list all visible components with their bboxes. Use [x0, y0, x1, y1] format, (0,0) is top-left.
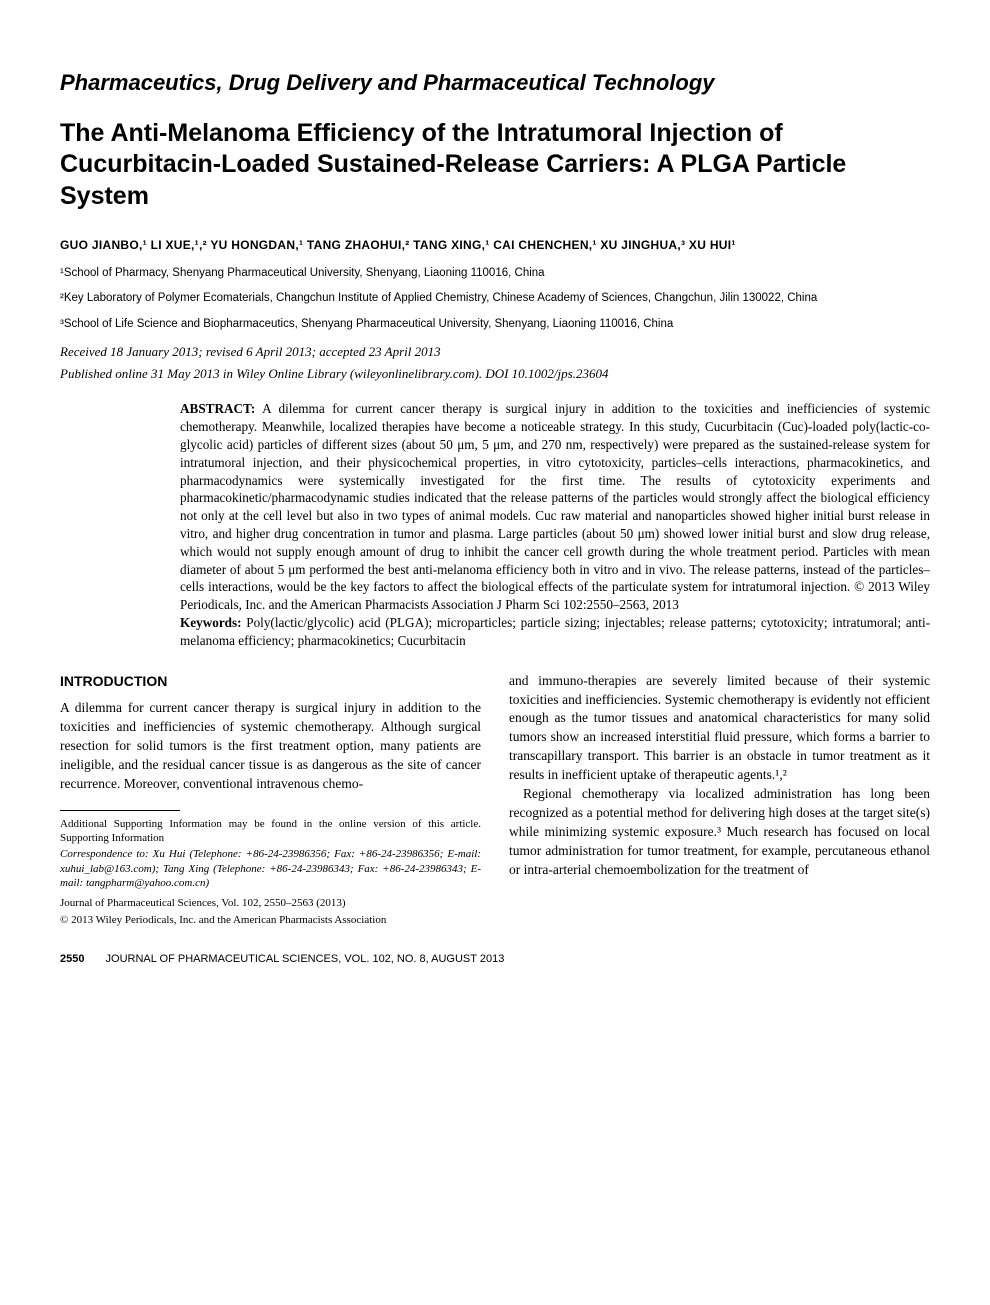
- right-column: and immuno-therapies are severely limite…: [509, 672, 930, 929]
- affiliation-3: ³School of Life Science and Biopharmaceu…: [60, 317, 930, 333]
- section-header: Pharmaceutics, Drug Delivery and Pharmac…: [60, 70, 930, 96]
- footnote-correspondence: Correspondence to: Xu Hui (Telephone: +8…: [60, 847, 481, 890]
- page-footer: 2550 JOURNAL OF PHARMACEUTICAL SCIENCES,…: [60, 953, 930, 965]
- introduction-heading: INTRODUCTION: [60, 672, 481, 692]
- publication-info: Published online 31 May 2013 in Wiley On…: [60, 366, 930, 382]
- affiliation-2: ²Key Laboratory of Polymer Ecomaterials,…: [60, 291, 930, 307]
- intro-right-p2: Regional chemotherapy via localized admi…: [509, 785, 930, 879]
- affiliation-1: ¹School of Pharmacy, Shenyang Pharmaceut…: [60, 266, 930, 282]
- keywords-label: Keywords:: [180, 615, 242, 630]
- footnotes: Additional Supporting Information may be…: [60, 817, 481, 927]
- footnote-separator: [60, 810, 180, 811]
- abstract-block: ABSTRACT: A dilemma for current cancer t…: [180, 400, 930, 649]
- authors-line: GUO JIANBO,¹ LI XUE,¹,² YU HONGDAN,¹ TAN…: [60, 238, 930, 252]
- received-revised-accepted: Received 18 January 2013; revised 6 Apri…: [60, 344, 930, 360]
- footnote-supporting: Additional Supporting Information may be…: [60, 817, 481, 846]
- two-column-body: INTRODUCTION A dilemma for current cance…: [60, 672, 930, 929]
- footnote-journal: Journal of Pharmaceutical Sciences, Vol.…: [60, 896, 481, 910]
- intro-right-p1: and immuno-therapies are severely limite…: [509, 672, 930, 785]
- left-column: INTRODUCTION A dilemma for current cance…: [60, 672, 481, 929]
- footnote-copyright: © 2013 Wiley Periodicals, Inc. and the A…: [60, 913, 481, 927]
- abstract-text: A dilemma for current cancer therapy is …: [180, 401, 930, 612]
- footer-text: JOURNAL OF PHARMACEUTICAL SCIENCES, VOL.…: [106, 953, 505, 965]
- intro-left-p1: A dilemma for current cancer therapy is …: [60, 699, 481, 793]
- page-number: 2550: [60, 953, 84, 965]
- keywords-text: Poly(lactic/glycolic) acid (PLGA); micro…: [180, 615, 930, 648]
- article-title: The Anti-Melanoma Efficiency of the Intr…: [60, 118, 930, 212]
- abstract-label: ABSTRACT:: [180, 401, 255, 416]
